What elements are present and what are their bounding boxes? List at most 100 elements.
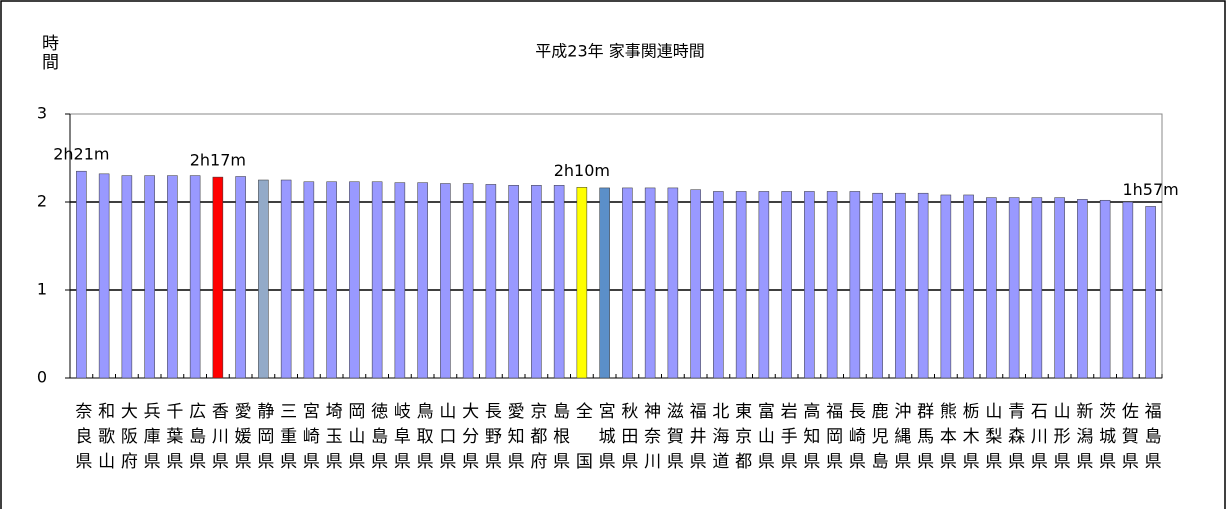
x-tick-label: 滋賀県 <box>663 402 684 477</box>
bar <box>394 182 406 379</box>
bar <box>189 175 201 379</box>
x-tick-label: 兵庫県 <box>140 402 161 477</box>
bar <box>258 179 269 379</box>
x-tick-label: 宮城県 <box>595 402 616 477</box>
bar <box>531 185 542 379</box>
bar <box>849 191 861 379</box>
bar <box>440 183 451 379</box>
x-tick-label: 大分県 <box>458 402 479 477</box>
bar <box>235 176 246 379</box>
y-axis-label: 時間 <box>38 34 58 72</box>
bar <box>781 191 792 379</box>
bar <box>576 187 588 379</box>
x-tick-label: 長崎県 <box>845 402 866 477</box>
bar <box>667 187 679 379</box>
bar <box>98 173 110 379</box>
y-tick-label: 0 <box>37 368 47 387</box>
x-tick-label: 島根県 <box>549 402 570 477</box>
x-tick-label: 静岡県 <box>253 402 274 477</box>
x-tick-label: 埼玉県 <box>322 402 343 477</box>
x-tick-label: 鹿児島 <box>868 402 889 477</box>
x-tick-label: 岡山県 <box>344 402 365 477</box>
x-tick-label: 宮崎県 <box>299 402 320 477</box>
bar <box>167 175 178 379</box>
bar <box>417 182 428 379</box>
x-tick-label: 京都府 <box>526 402 547 477</box>
x-tick-label: 新潟県 <box>1072 402 1093 477</box>
value-label: 1h57m <box>1122 180 1178 199</box>
bar <box>462 183 474 379</box>
x-tick-label: 群馬県 <box>913 402 934 477</box>
bar <box>76 170 87 379</box>
x-tick-label: 岩手県 <box>777 402 798 477</box>
bar <box>1008 197 1020 379</box>
bar <box>1145 206 1156 379</box>
x-tick-label: 愛知県 <box>504 402 525 477</box>
x-tick-label: 大阪府 <box>117 402 138 477</box>
bar <box>280 179 292 379</box>
bar <box>963 194 974 379</box>
x-tick-label: 三重県 <box>276 402 297 477</box>
x-tick-label: 広島県 <box>185 402 206 477</box>
x-tick-label: 福岡県 <box>822 402 843 477</box>
x-tick-label: 富山県 <box>754 402 775 477</box>
x-tick-label: 鳥取県 <box>413 402 434 477</box>
x-tick-label: 千葉県 <box>162 402 183 477</box>
bar <box>804 191 815 379</box>
bar <box>826 191 838 379</box>
x-tick-label: 高知県 <box>799 402 820 477</box>
x-tick-label: 神奈川 <box>640 402 661 477</box>
x-tick-label: 熊本県 <box>936 402 957 477</box>
bar <box>121 175 133 379</box>
bar <box>690 189 701 379</box>
x-tick-label: 徳島県 <box>367 402 388 477</box>
x-tick-label: 佐賀県 <box>1118 402 1139 477</box>
bar <box>144 175 155 379</box>
bar <box>986 197 997 379</box>
x-tick-label: 茨城県 <box>1095 402 1116 477</box>
x-tick-label: 秋田県 <box>617 402 638 477</box>
bar <box>485 184 497 379</box>
bar <box>371 181 383 379</box>
bar <box>1099 199 1111 379</box>
x-tick-label: 栃木県 <box>959 402 980 477</box>
bar <box>508 185 519 379</box>
chart-title: 平成23年 家事関連時間 <box>535 42 704 61</box>
x-tick-label: 福島県 <box>1141 402 1162 477</box>
y-tick-label: 1 <box>37 280 47 299</box>
y-tick-label: 3 <box>37 104 47 123</box>
bar <box>1077 199 1088 379</box>
x-tick-label: 岐阜県 <box>390 402 411 477</box>
bar <box>713 191 724 379</box>
x-tick-label: 山形県 <box>1050 402 1071 477</box>
bar <box>599 187 610 379</box>
value-label: 2h10m <box>554 161 610 180</box>
x-tick-label: 愛媛県 <box>231 402 252 477</box>
bar <box>735 191 747 379</box>
bar <box>917 192 929 379</box>
x-tick-label: 石川県 <box>1027 402 1048 477</box>
bar <box>553 185 565 379</box>
x-tick-label: 奈良県 <box>71 402 92 477</box>
bar <box>1054 197 1065 379</box>
bar <box>872 192 883 379</box>
x-tick-label: 東京都 <box>731 402 752 477</box>
bar <box>644 187 656 379</box>
x-tick-label: 北海道 <box>708 402 729 477</box>
bar <box>326 181 337 379</box>
value-label: 2h21m <box>53 145 109 164</box>
x-tick-label: 長野県 <box>481 402 502 477</box>
x-tick-label: 山梨県 <box>981 402 1002 477</box>
bar <box>758 191 770 379</box>
bar <box>940 194 952 379</box>
bar <box>622 187 633 379</box>
x-tick-label: 沖縄県 <box>890 402 911 477</box>
bar <box>1122 201 1134 379</box>
value-label: 2h17m <box>190 151 246 170</box>
bar <box>1031 197 1043 379</box>
x-tick-label: 山口県 <box>435 402 456 477</box>
bar <box>303 181 315 379</box>
x-tick-label: 全 国 <box>572 402 593 477</box>
bar <box>212 176 224 379</box>
